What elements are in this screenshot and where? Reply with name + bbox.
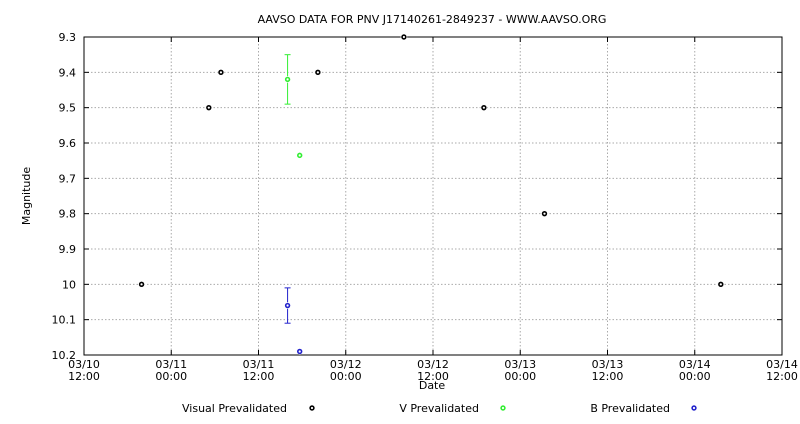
legend-label: B Prevalidated bbox=[590, 402, 670, 415]
x-tick-label-time: 00:00 bbox=[504, 370, 536, 383]
x-tick-label-time: 12:00 bbox=[592, 370, 624, 383]
legend-marker-highlight bbox=[501, 406, 505, 410]
x-tick-label-date: 03/11 bbox=[243, 358, 275, 371]
data-point-highlight bbox=[140, 283, 143, 286]
y-tick-label: 10.1 bbox=[52, 314, 77, 327]
data-point-highlight bbox=[298, 154, 301, 157]
y-tick-label: 9.9 bbox=[59, 243, 77, 256]
y-tick-label: 9.7 bbox=[59, 172, 77, 185]
data-point-highlight bbox=[286, 78, 289, 81]
x-tick-label-time: 12:00 bbox=[243, 370, 275, 383]
data-point-highlight bbox=[543, 212, 546, 215]
ticks: 9.39.49.59.69.79.89.91010.110.203/1012:0… bbox=[52, 31, 798, 383]
grid bbox=[84, 37, 782, 355]
legend-label: V Prevalidated bbox=[399, 402, 479, 415]
series-v-prevalidated bbox=[284, 54, 304, 159]
y-tick-label: 10.2 bbox=[52, 349, 77, 362]
data-point-highlight bbox=[207, 106, 210, 109]
y-tick-label: 9.6 bbox=[59, 137, 77, 150]
x-tick-label-time: 00:00 bbox=[679, 370, 711, 383]
x-tick-label-date: 03/10 bbox=[68, 358, 100, 371]
data-point-highlight bbox=[402, 35, 406, 39]
data-points bbox=[138, 33, 725, 355]
x-tick-label-time: 00:00 bbox=[330, 370, 362, 383]
data-point-highlight bbox=[719, 283, 722, 286]
x-tick-label-date: 03/13 bbox=[592, 358, 624, 371]
y-axis-label: Magnitude bbox=[20, 167, 33, 226]
legend-label: Visual Prevalidated bbox=[182, 402, 287, 415]
x-tick-label-time: 12:00 bbox=[68, 370, 100, 383]
chart-title: AAVSO DATA FOR PNV J17140261-2849237 - W… bbox=[258, 13, 607, 26]
data-point-highlight bbox=[286, 304, 289, 307]
y-tick-label: 9.4 bbox=[59, 66, 77, 79]
series-visual-prevalidated bbox=[138, 33, 725, 288]
data-point-highlight bbox=[316, 71, 319, 74]
y-tick-label: 9.8 bbox=[59, 208, 77, 221]
x-tick-label-time: 12:00 bbox=[417, 370, 449, 383]
x-tick-label-date: 03/12 bbox=[417, 358, 449, 371]
data-point-highlight bbox=[219, 71, 223, 74]
legend-marker-highlight bbox=[310, 406, 314, 410]
data-point-highlight bbox=[298, 350, 301, 353]
y-tick-label: 9.5 bbox=[59, 102, 77, 115]
y-tick-label: 10 bbox=[62, 278, 76, 291]
y-tick-label: 9.3 bbox=[59, 31, 77, 44]
series-b-prevalidated bbox=[284, 287, 304, 355]
legend: Visual Prevalidated V Prevalidated B Preva… bbox=[182, 402, 698, 415]
x-tick-label-time: 00:00 bbox=[155, 370, 187, 383]
x-tick-label-time: 12:00 bbox=[766, 370, 798, 383]
x-tick-label-date: 03/12 bbox=[330, 358, 362, 371]
x-tick-label-date: 03/13 bbox=[504, 358, 536, 371]
x-axis-label: Date bbox=[419, 379, 446, 392]
x-tick-label-date: 03/14 bbox=[679, 358, 711, 371]
x-tick-label-date: 03/11 bbox=[155, 358, 187, 371]
data-point-highlight bbox=[482, 106, 485, 109]
legend-marker-highlight bbox=[692, 406, 696, 410]
x-tick-label-date: 03/14 bbox=[766, 358, 798, 371]
